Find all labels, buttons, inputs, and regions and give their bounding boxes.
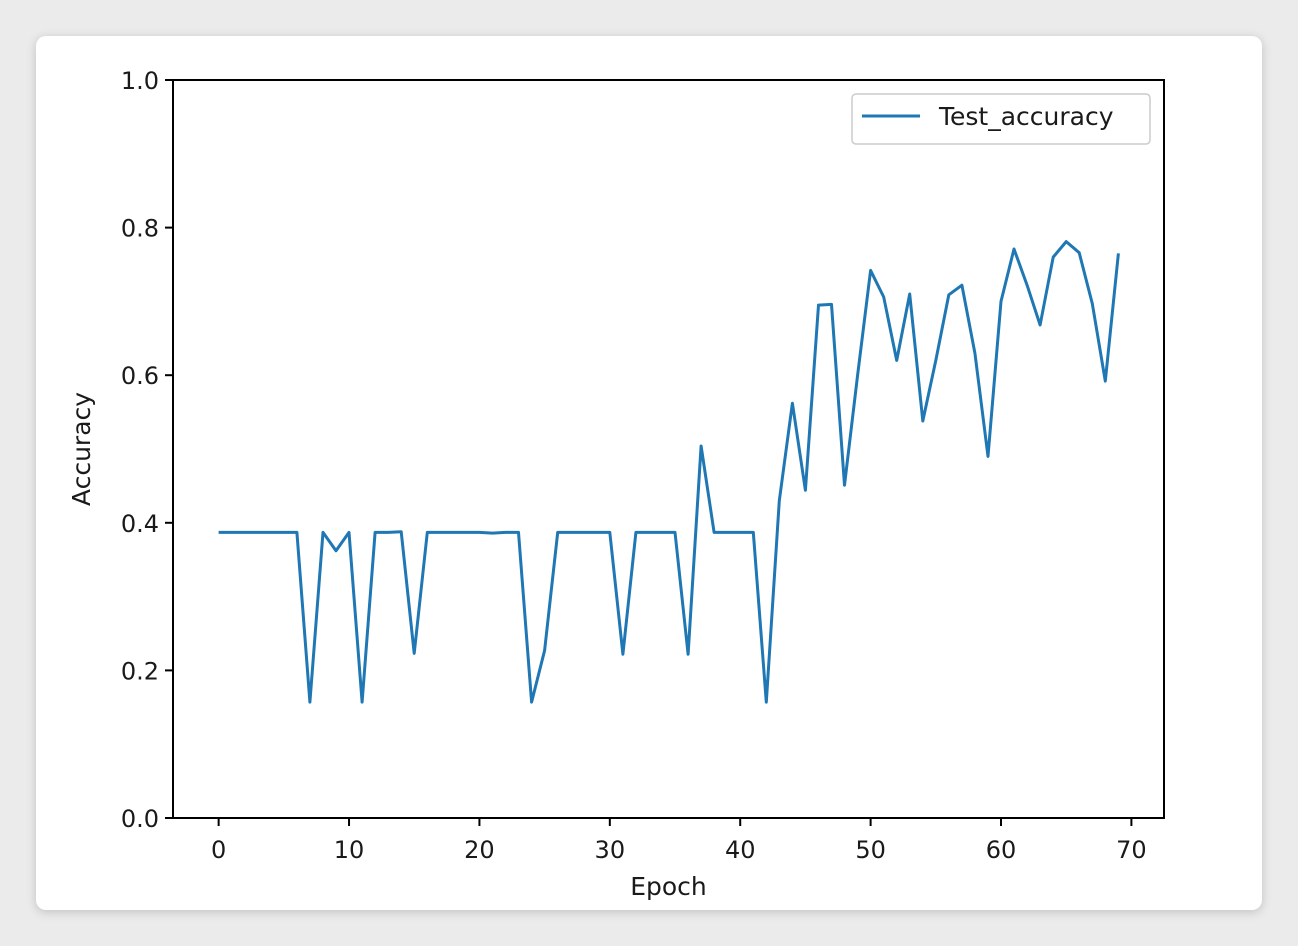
- legend-box: [851, 93, 1151, 145]
- y-tick-label: 0.0: [121, 805, 159, 833]
- accuracy-line-chart: 0 10 20 30 40 50 60 700.00.20.40.60.81.0 Epoch …: [67, 67, 1165, 901]
- y-tick-label: 0.8: [121, 215, 159, 243]
- y-tick-label: 0.2: [121, 657, 159, 685]
- x-tick-label: 10: [334, 836, 365, 864]
- x-tick-label: 70: [1116, 836, 1147, 864]
- x-tick-label: 60: [986, 836, 1017, 864]
- x-axis-label: Epoch: [630, 872, 707, 901]
- ticks-layer: 0 10 20 30 40 50 60 70 0.0 0.2 0.4 0.6 0.8 1.0: [121, 67, 1147, 864]
- figure-window: 0 10 20 30 40 50 60 70 0.0 0.2 0.4 0.6 0.8 1.0 Epoch …: [36, 36, 1262, 910]
- legend: Test_accuracy: [851, 93, 1151, 145]
- x-tick-label: 30: [595, 836, 626, 864]
- y-tick-label: 1.0: [121, 67, 159, 95]
- y-tick-label: 0.4: [121, 510, 159, 538]
- x-tick-label: 0: [211, 836, 226, 864]
- plot-frame: [172, 79, 1165, 819]
- y-axis-label: Accuracy: [67, 392, 96, 506]
- legend-label-test-accuracy: Test_accuracy: [938, 102, 1114, 131]
- x-tick-label: 20: [464, 836, 495, 864]
- test-accuracy-line: [218, 240, 1120, 704]
- x-tick-label: 50: [855, 836, 886, 864]
- y-tick-label: 0.6: [121, 362, 159, 390]
- x-tick-label: 40: [725, 836, 756, 864]
